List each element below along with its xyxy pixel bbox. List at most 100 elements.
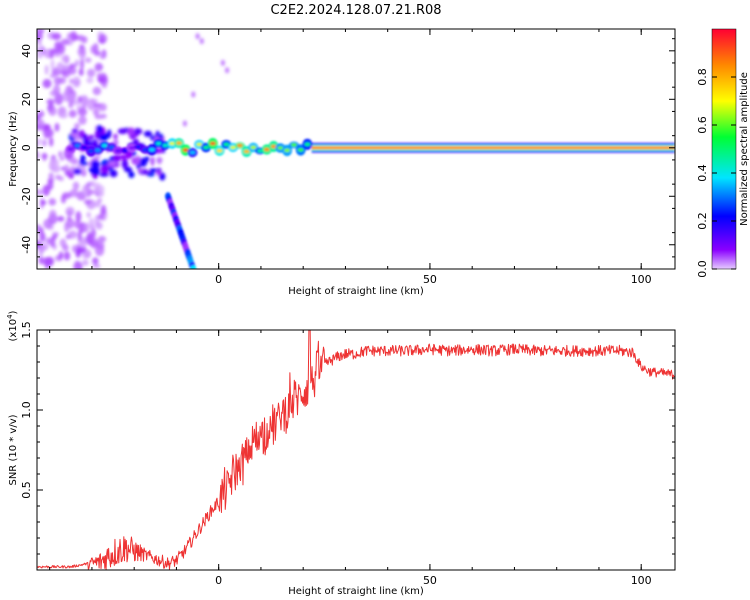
noise-blob bbox=[78, 47, 87, 60]
noise-blob bbox=[62, 244, 69, 252]
noise-blob bbox=[94, 114, 103, 120]
noise-blob bbox=[150, 156, 155, 166]
colorbar-gradient bbox=[711, 28, 737, 270]
noise-blob bbox=[78, 68, 84, 76]
band-patch-core bbox=[284, 148, 291, 153]
noise-blob bbox=[86, 233, 91, 243]
noise-blob bbox=[75, 211, 82, 223]
svg-text:(x104): (x104) bbox=[6, 310, 19, 341]
noise-blob bbox=[37, 46, 43, 52]
noise-blob bbox=[83, 249, 92, 259]
noise-blob bbox=[81, 259, 89, 266]
noise-blob bbox=[159, 172, 166, 181]
noise-blob bbox=[42, 127, 52, 139]
noise-blob bbox=[136, 155, 141, 165]
band-patch-core bbox=[277, 146, 284, 150]
noise-blob bbox=[63, 251, 71, 261]
band-patch-core bbox=[270, 144, 277, 149]
snr-y-tick-label: 1.5 bbox=[20, 321, 33, 339]
noise-blob bbox=[146, 172, 155, 177]
noise-blob bbox=[108, 160, 117, 166]
noise-blob bbox=[44, 64, 49, 75]
snr-plot-area bbox=[37, 330, 675, 570]
noise-blob bbox=[49, 48, 54, 59]
noise-blob bbox=[37, 151, 40, 160]
noise-blob bbox=[37, 141, 41, 147]
band-patch-core bbox=[155, 141, 162, 146]
snr-y-axis-label: SNR (10 * v/v) bbox=[8, 414, 19, 485]
noise-blob bbox=[117, 128, 128, 135]
noise-blob bbox=[75, 248, 81, 258]
snr-multiplier-exponent: 4 bbox=[6, 314, 14, 319]
noise-blob bbox=[61, 54, 70, 63]
noise-blob bbox=[86, 188, 94, 196]
noise-blob bbox=[71, 128, 78, 134]
noise-blob bbox=[47, 180, 54, 190]
noise-blob bbox=[45, 237, 53, 245]
snr-ticks: 0 50 100 0.5 1.0 1.5 bbox=[20, 321, 675, 587]
noise-blob bbox=[71, 245, 77, 253]
band-patch-core bbox=[297, 148, 304, 152]
noise-blob bbox=[58, 77, 66, 84]
noise-blob bbox=[92, 103, 102, 107]
noise-blob bbox=[42, 78, 52, 89]
noise-blob bbox=[113, 133, 118, 140]
noise-blob bbox=[102, 83, 107, 89]
noise-blob bbox=[89, 134, 94, 140]
noise-blob bbox=[54, 41, 62, 49]
band-patch-core bbox=[135, 145, 142, 149]
noise-blob bbox=[58, 251, 64, 260]
band-patch-core bbox=[263, 147, 270, 152]
noise-blob bbox=[79, 239, 87, 248]
noise-blob bbox=[76, 262, 83, 269]
noise-blob bbox=[75, 59, 79, 66]
noise-blob bbox=[54, 174, 62, 180]
noise-blob bbox=[42, 152, 47, 162]
spectrogram-x-tick-label: 0 bbox=[215, 273, 222, 286]
noise-blob bbox=[56, 62, 64, 72]
noise-blob bbox=[97, 198, 103, 203]
noise-blob bbox=[72, 181, 80, 191]
figure-title: C2E2.2024.128.07.21.R08 bbox=[270, 3, 441, 18]
band-patch-core bbox=[101, 143, 108, 148]
band-patch-core bbox=[236, 143, 243, 148]
noise-blob bbox=[68, 173, 74, 179]
noise-blob bbox=[97, 235, 107, 243]
band-patch-core bbox=[223, 142, 230, 147]
noise-blob bbox=[92, 43, 99, 54]
band-patch-core bbox=[148, 147, 155, 152]
noise-blob bbox=[95, 184, 105, 194]
noise-blob bbox=[121, 159, 129, 169]
spectrogram-dominant-band bbox=[65, 138, 675, 158]
colorbar-ticks: 0.0 0.2 0.4 0.6 0.8 bbox=[696, 68, 736, 278]
snr-x-axis-label: Height of straight line (km) bbox=[288, 586, 424, 597]
noise-blob bbox=[43, 218, 53, 229]
noise-blob bbox=[149, 168, 158, 173]
noise-blob bbox=[143, 130, 153, 137]
noise-blob bbox=[113, 154, 121, 163]
snr-panel: 0 50 100 0.5 1.0 1.5 Height of straight line … bbox=[6, 310, 676, 597]
band-patch-core bbox=[176, 141, 182, 145]
noise-blob bbox=[39, 231, 46, 242]
noise-blob bbox=[69, 78, 74, 84]
noise-blob bbox=[59, 156, 65, 161]
streak-blob bbox=[190, 265, 197, 269]
snr-x-tick-label: 50 bbox=[423, 574, 437, 587]
noise-blob bbox=[37, 189, 44, 196]
noise-blob bbox=[127, 127, 136, 136]
noise-blob bbox=[74, 80, 80, 86]
noise-blob bbox=[84, 222, 89, 233]
noise-blob bbox=[49, 137, 54, 147]
noise-blob bbox=[38, 249, 44, 257]
band-patch-core bbox=[230, 145, 236, 150]
noise-blob bbox=[191, 91, 196, 98]
noise-blob bbox=[54, 93, 64, 105]
band-patch-core bbox=[196, 142, 203, 147]
noise-blob bbox=[100, 164, 109, 174]
band-patch-core bbox=[189, 150, 196, 155]
noise-blob bbox=[60, 38, 70, 46]
band-core bbox=[311, 146, 675, 149]
noise-blob bbox=[65, 206, 75, 217]
noise-blob bbox=[92, 257, 99, 265]
spectrogram-y-tick-label: 40 bbox=[20, 44, 33, 58]
